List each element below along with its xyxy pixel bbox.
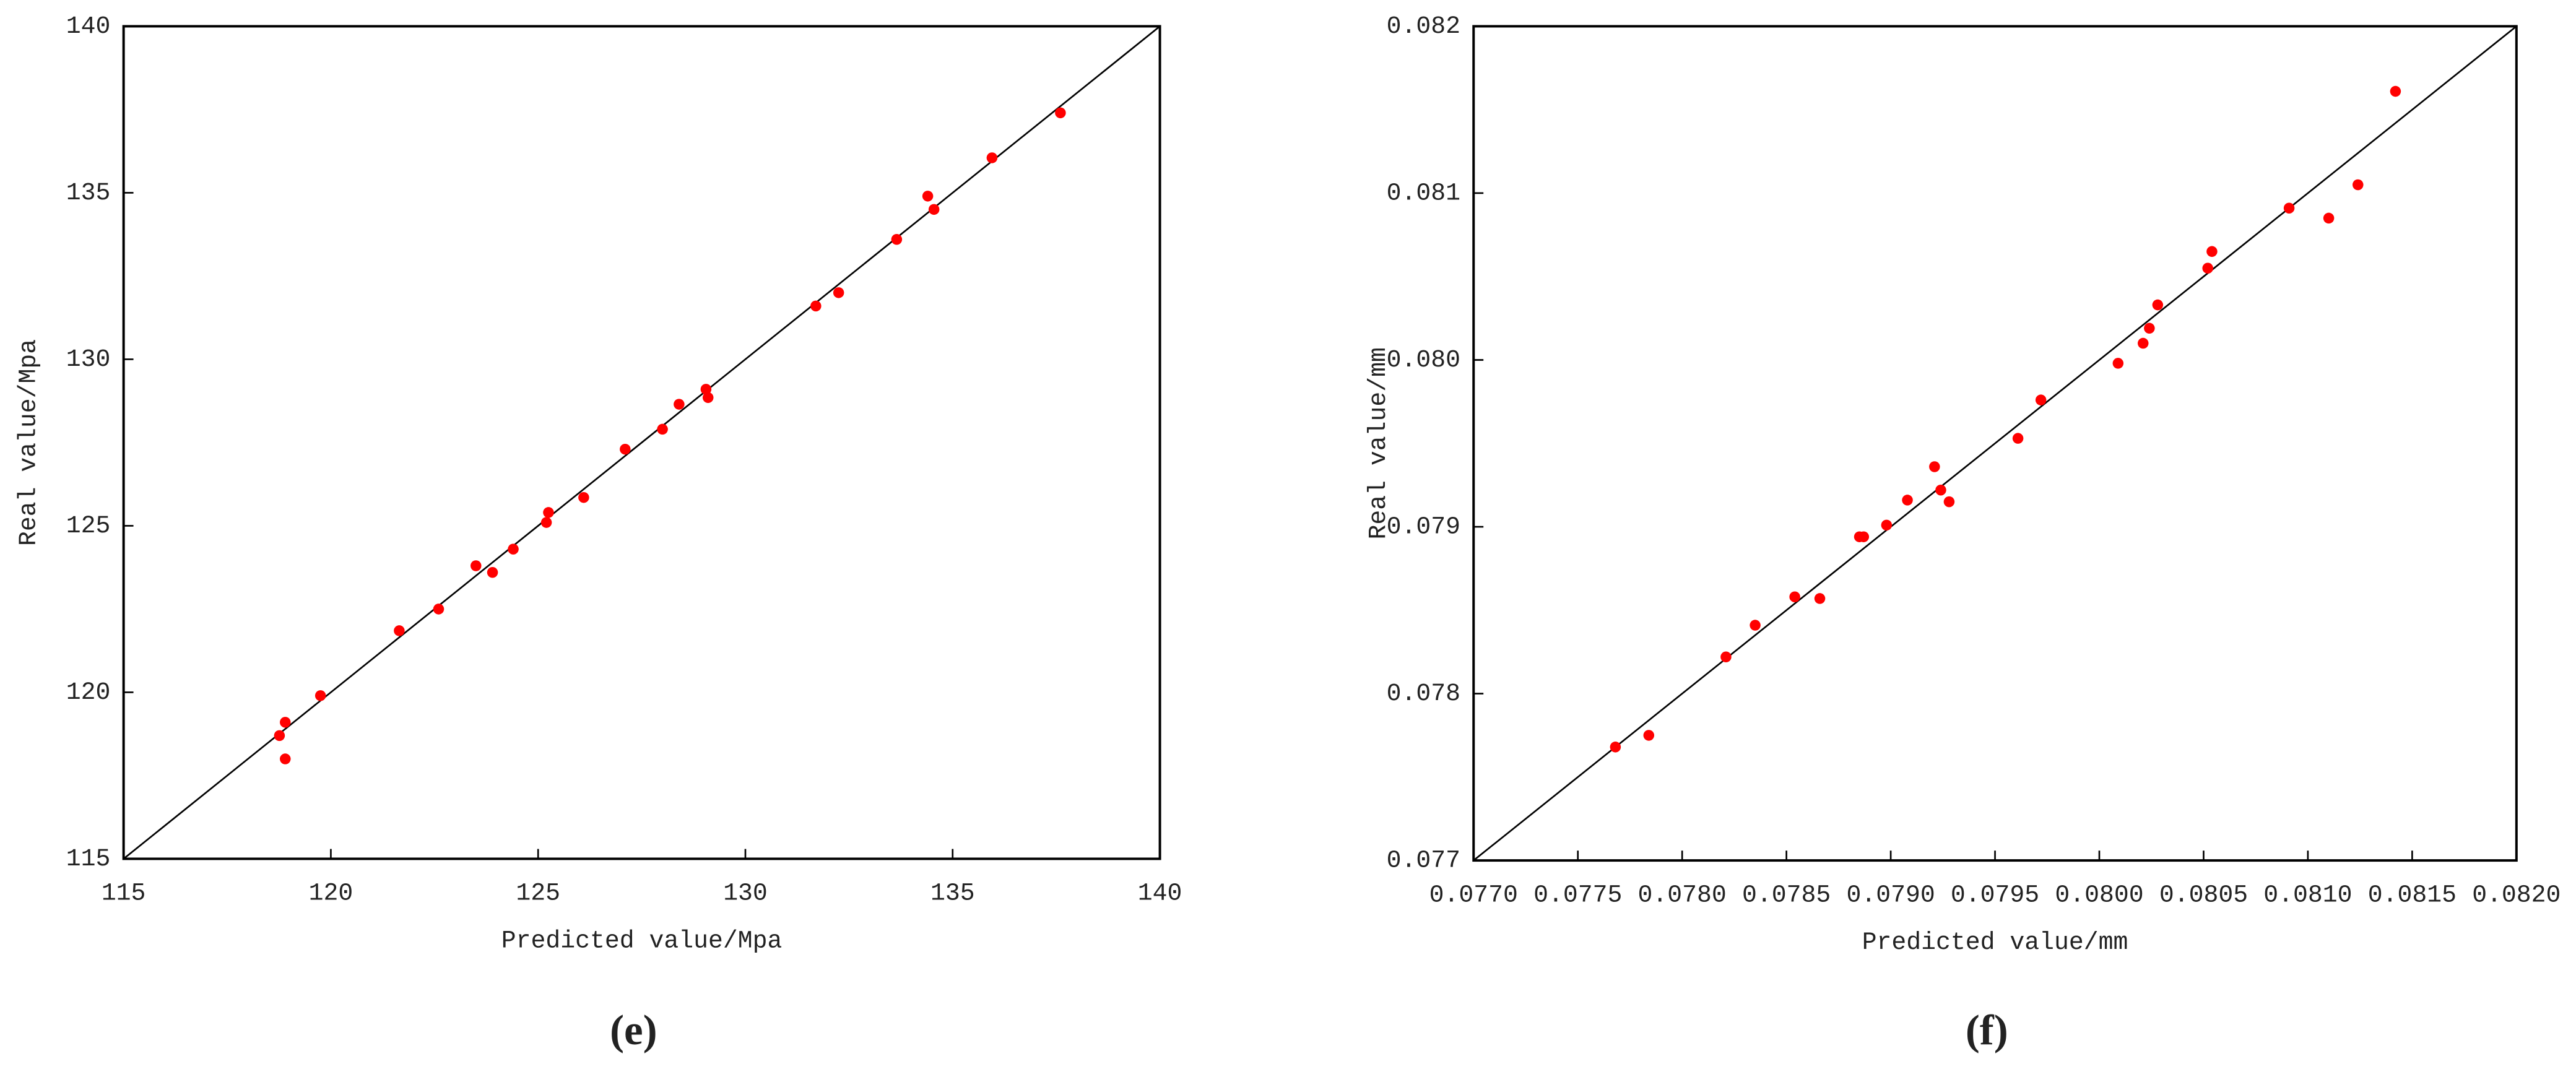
x-tick-label: 0.0770	[1429, 881, 1518, 909]
caption: (f)	[1966, 1006, 2008, 1054]
y-tick-label: 0.082	[1387, 12, 1460, 40]
point	[986, 152, 998, 163]
y-tick-label: 135	[66, 179, 111, 207]
point	[1750, 620, 1761, 631]
y-axis-label: Real value/Mpa	[14, 339, 42, 546]
y-tick-label: 0.081	[1387, 179, 1460, 207]
x-axis-label: Predicted value/mm	[1862, 928, 2128, 956]
point	[2390, 85, 2401, 97]
x-tick-label: 0.0780	[1638, 881, 1727, 909]
point	[280, 717, 291, 728]
point	[1902, 495, 1913, 506]
point	[2035, 394, 2047, 405]
x-tick-label: 120	[309, 880, 353, 907]
x-tick-label: 125	[516, 880, 560, 907]
point	[833, 287, 844, 298]
y-tick-label: 130	[66, 345, 111, 373]
point	[471, 560, 482, 571]
y-tick-label: 115	[66, 845, 111, 873]
point	[702, 392, 714, 404]
point	[2323, 212, 2335, 224]
point	[394, 625, 405, 636]
point	[508, 543, 519, 555]
point	[487, 567, 498, 578]
identity-line	[1473, 25, 2517, 862]
point	[1943, 496, 1955, 508]
point	[2012, 433, 2024, 444]
x-tick-label: 0.0810	[2263, 881, 2352, 909]
point	[2283, 202, 2295, 214]
x-tick-label: 0.0785	[1742, 881, 1831, 909]
point	[1643, 730, 1655, 741]
y-tick-label: 0.080	[1387, 346, 1460, 374]
y-tick-label: 0.078	[1387, 680, 1460, 708]
point	[2138, 337, 2149, 349]
point	[543, 507, 554, 518]
x-tick-label: 0.0775	[1533, 881, 1622, 909]
point	[810, 300, 822, 312]
x-tick-label: 0.0790	[1846, 881, 1935, 909]
point	[1935, 484, 1946, 496]
point	[1858, 531, 1870, 542]
x-tick-label: 0.0795	[1951, 881, 2039, 909]
point	[1789, 591, 1800, 602]
y-tick-label: 140	[66, 12, 111, 40]
point	[1881, 519, 1893, 531]
y-tick-label: 125	[66, 512, 111, 540]
x-tick-label: 140	[1138, 880, 1182, 907]
x-tick-label: 0.0815	[2368, 881, 2457, 909]
point	[2152, 299, 2164, 311]
point	[1720, 651, 1732, 663]
plot-frame	[122, 25, 1161, 860]
point	[2202, 262, 2213, 274]
point	[674, 399, 685, 410]
point	[1929, 461, 1940, 472]
point	[2353, 179, 2364, 191]
point	[620, 443, 631, 455]
point	[2112, 358, 2124, 369]
x-tick-label: 0.0800	[2055, 881, 2143, 909]
y-axis-label: Real value/mm	[1364, 347, 1392, 539]
x-axis-label: Predicted value/Mpa	[501, 927, 783, 955]
point	[2144, 322, 2155, 334]
point	[2206, 246, 2218, 258]
point	[700, 384, 712, 395]
point	[1055, 107, 1066, 119]
x-tick-label: 0.0820	[2472, 881, 2561, 909]
y-tick-label: 0.079	[1387, 513, 1460, 541]
point	[928, 204, 940, 215]
point	[922, 191, 934, 202]
point	[433, 604, 445, 615]
point	[1610, 742, 1621, 753]
x-tick-label: 130	[723, 880, 768, 907]
x-tick-label: 135	[930, 880, 975, 907]
point	[314, 690, 326, 701]
x-tick-label: 115	[102, 880, 146, 907]
point	[280, 753, 291, 764]
y-tick-label: 120	[66, 678, 111, 706]
x-tick-label: 0.0805	[2159, 881, 2248, 909]
point	[1814, 593, 1826, 604]
point	[274, 730, 285, 742]
identity-line	[123, 25, 1161, 860]
caption: (e)	[610, 1006, 657, 1054]
point	[578, 491, 589, 503]
y-tick-label: 0.077	[1387, 847, 1460, 875]
point	[540, 517, 552, 528]
point	[657, 423, 668, 435]
point	[891, 234, 903, 245]
